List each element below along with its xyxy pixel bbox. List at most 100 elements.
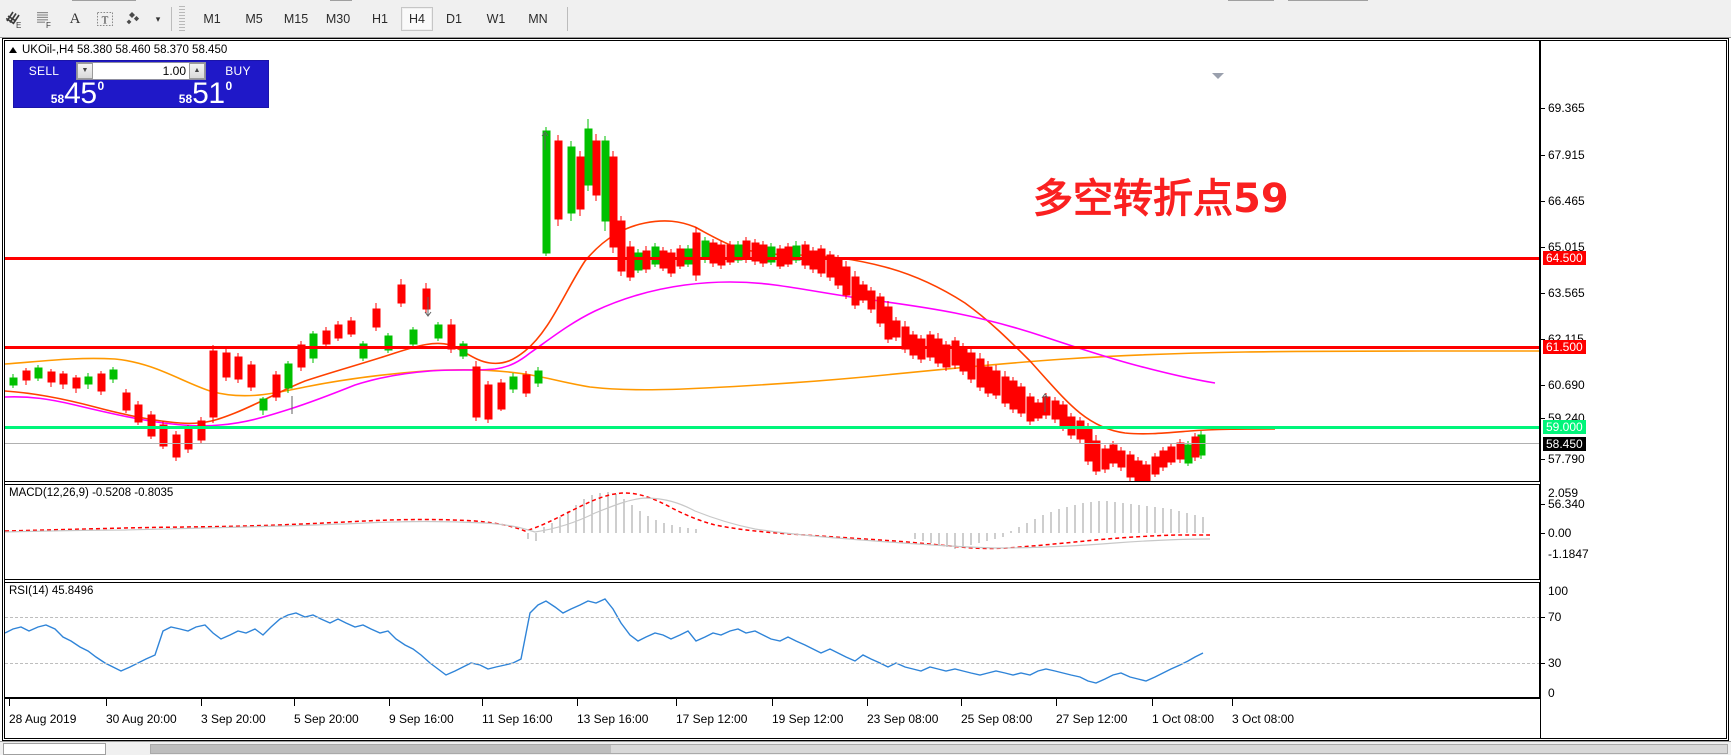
- sell-price-fraction: 0: [97, 78, 105, 93]
- resistance-label-61500[interactable]: 61.500: [1543, 340, 1586, 354]
- indicators-icon[interactable]: F: [30, 4, 60, 34]
- triangle-up-icon: [9, 47, 17, 53]
- sell-button[interactable]: SELL: [28, 63, 60, 78]
- time-tick-13: 3 Oct 08:00: [1232, 712, 1295, 726]
- chart-window: UKOil-,H4 58.380 58.460 58.370 58.450 SE…: [2, 38, 1729, 741]
- toolbar-divider-2: [567, 7, 568, 31]
- price-tick-9: 56.340: [1548, 497, 1585, 511]
- time-axis[interactable]: 28 Aug 2019 30 Aug 20:00 3 Sep 20:00 5 S…: [5, 698, 1540, 738]
- time-tick-9: 23 Sep 08:00: [867, 712, 939, 726]
- toolbar-stub-right-a: [1228, 0, 1274, 1]
- main-toolbar: E F A T: [0, 0, 1731, 38]
- price-tick-4: 63.565: [1548, 286, 1585, 300]
- chevron-down-icon[interactable]: ▾: [155, 13, 161, 24]
- price-tick-2: 66.465: [1548, 194, 1585, 208]
- price-tick-1: 67.915: [1548, 148, 1585, 162]
- macd-chart-svg: [5, 492, 1211, 550]
- timeframe-d1[interactable]: D1: [446, 12, 462, 26]
- rsi-pane[interactable]: RSI(14) 45.8496: [5, 582, 1540, 698]
- rsi-tick-3: 0: [1548, 686, 1555, 700]
- timeframe-m5[interactable]: M5: [245, 12, 263, 26]
- price-chart-svg: [5, 119, 1539, 481]
- rsi-tick-0: 100: [1548, 584, 1569, 598]
- time-tick-11: 27 Sep 12:00: [1056, 712, 1128, 726]
- timeframe-m1[interactable]: M1: [203, 12, 221, 26]
- macd-tick-0: 2.059: [1548, 486, 1579, 500]
- scrollbar-thumb[interactable]: [151, 745, 611, 753]
- macd-histogram: [527, 492, 1204, 549]
- macd-tick-1: 0.00: [1548, 526, 1572, 540]
- terminal-tab-chip[interactable]: [3, 743, 106, 755]
- sell-price-main: 45: [64, 76, 97, 110]
- chart-symbol-header: UKOil-,H4 58.380 58.460 58.370 58.450: [9, 43, 227, 57]
- resistance-line-61500[interactable]: [5, 346, 1539, 349]
- volume-input[interactable]: 1.00: [93, 63, 189, 79]
- time-tick-4: 9 Sep 16:00: [389, 712, 454, 726]
- time-tick-5: 11 Sep 16:00: [482, 712, 553, 726]
- time-tick-7: 17 Sep 12:00: [676, 712, 748, 726]
- text-label-icon[interactable]: A: [69, 10, 81, 27]
- rsi-chart-svg: [5, 598, 1204, 684]
- macd-pane[interactable]: MACD(12,26,9) -0.5208 -0.8035: [5, 484, 1540, 580]
- chevron-down-icon-collapse[interactable]: [1212, 73, 1224, 79]
- volume-field[interactable]: ▼ 1.00 ▲: [76, 62, 206, 80]
- volume-decrement-button[interactable]: ▼: [77, 63, 93, 79]
- rsi-band-70: [5, 617, 1539, 618]
- price-tick-8: 57.790: [1548, 452, 1585, 466]
- toolbar-stub-mid: [330, 0, 352, 1]
- one-click-trading-panel: SELL ▼ 1.00 ▲ BUY 58 45 0 58 51 0: [13, 60, 269, 108]
- sell-price-display[interactable]: 58 45 0: [14, 76, 142, 110]
- resistance-line-64500[interactable]: [5, 257, 1539, 260]
- resistance-label-64500[interactable]: 64.500: [1543, 251, 1586, 265]
- timeframe-h1[interactable]: H1: [372, 12, 388, 26]
- indicator-arrow-marks: [291, 131, 1049, 414]
- rsi-tick-2: 30: [1548, 656, 1562, 670]
- toolbar-divider: [171, 7, 172, 31]
- chart-annotation-text: 多空转折点59: [1033, 176, 1289, 222]
- price-tick-6: 60.690: [1548, 378, 1585, 392]
- rsi-line: [5, 598, 1204, 684]
- price-pane[interactable]: 多空转折点59: [5, 41, 1540, 482]
- toolbar-stub-left: [72, 0, 136, 1]
- time-tick-8: 19 Sep 12:00: [772, 712, 844, 726]
- timeframe-m15[interactable]: M15: [283, 12, 309, 26]
- time-tick-0: 28 Aug 2019: [9, 712, 77, 726]
- symbol-ohlc-label: UKOil-,H4 58.380 58.460 58.370 58.450: [22, 44, 228, 56]
- buy-button[interactable]: BUY: [225, 63, 251, 78]
- svg-text:E: E: [16, 21, 21, 30]
- time-tick-3: 5 Sep 20:00: [294, 712, 359, 726]
- sell-price-prefix: 58: [50, 91, 65, 106]
- timeframe-h4[interactable]: H4: [401, 7, 433, 31]
- volume-increment-button[interactable]: ▲: [189, 63, 205, 79]
- price-tick-3: 65.015: [1548, 240, 1585, 254]
- candlestick-series: [9, 119, 1206, 481]
- time-tick-12: 1 Oct 08:00: [1152, 712, 1215, 726]
- time-tick-1: 30 Aug 20:00: [106, 712, 177, 726]
- buy-price-prefix: 58: [178, 91, 193, 106]
- toolbar-grip[interactable]: [179, 6, 185, 32]
- svg-text:F: F: [46, 21, 51, 30]
- buy-price-main: 51: [192, 76, 225, 110]
- price-axis[interactable]: 69.365 67.915 66.465 65.015 63.565 62.11…: [1540, 41, 1726, 738]
- buy-price-fraction: 0: [225, 78, 233, 93]
- timeframe-m30[interactable]: M30: [325, 12, 351, 26]
- rsi-indicator-label: RSI(14) 45.8496: [9, 585, 94, 597]
- horizontal-scrollbar[interactable]: [150, 744, 1728, 754]
- timeframe-w1[interactable]: W1: [486, 12, 506, 26]
- timeframe-mn[interactable]: MN: [528, 12, 548, 26]
- expert-advisors-icon[interactable]: E: [0, 4, 30, 34]
- time-tick-6: 13 Sep 16:00: [577, 712, 649, 726]
- objects-icon[interactable]: [120, 4, 150, 34]
- toolbar-stub-right-b: [1288, 0, 1368, 1]
- text-box-icon[interactable]: T: [90, 4, 120, 34]
- last-price-label[interactable]: 58.450: [1543, 437, 1586, 451]
- ma-magenta-line: [5, 281, 1216, 427]
- macd-signal-line: [5, 497, 1211, 549]
- rsi-tick-1: 70: [1548, 610, 1562, 624]
- price-tick-0: 69.365: [1548, 101, 1585, 115]
- support-line-59000[interactable]: [5, 426, 1539, 429]
- buy-price-display[interactable]: 58 51 0: [142, 76, 268, 110]
- rsi-band-30: [5, 663, 1539, 664]
- support-label-59000[interactable]: 59.000: [1543, 420, 1586, 434]
- bottom-bar: [0, 741, 1731, 755]
